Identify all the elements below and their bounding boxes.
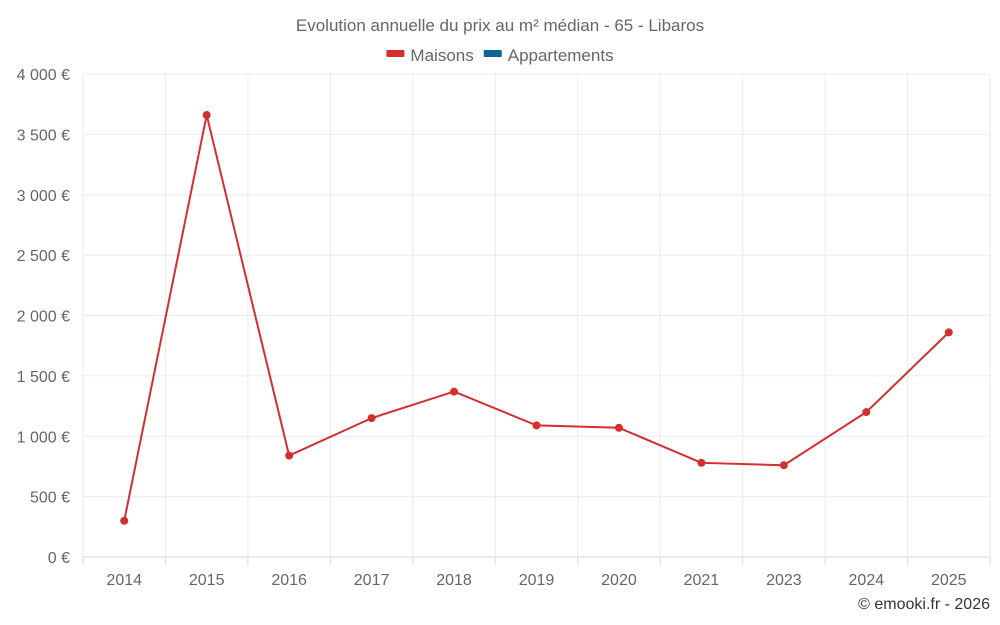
data-point[interactable] bbox=[779, 461, 788, 470]
chart-title: Evolution annuelle du prix au m² médian … bbox=[296, 16, 704, 35]
y-tick-label: 1 500 € bbox=[17, 369, 70, 386]
x-tick-label: 2016 bbox=[271, 572, 307, 589]
x-tick-label: 2020 bbox=[601, 572, 637, 589]
y-tick-label: 3 000 € bbox=[17, 188, 70, 205]
data-point[interactable] bbox=[944, 328, 953, 337]
legend-label: Appartements bbox=[508, 46, 614, 65]
y-tick-label: 1 000 € bbox=[17, 429, 70, 446]
x-tick-label: 2024 bbox=[849, 572, 885, 589]
data-point[interactable] bbox=[697, 458, 706, 467]
x-tick-label: 2014 bbox=[106, 572, 142, 589]
data-point[interactable] bbox=[450, 387, 459, 396]
x-tick-label: 2021 bbox=[684, 572, 720, 589]
data-point[interactable] bbox=[202, 111, 211, 120]
data-point[interactable] bbox=[614, 423, 623, 432]
x-axis: 2014 2015 2016 2017 2018 2019 2020 2021 2023 2024… bbox=[82, 557, 991, 589]
plot-area bbox=[120, 111, 953, 525]
data-point[interactable] bbox=[532, 421, 541, 430]
x-tick-label: 2015 bbox=[189, 572, 225, 589]
legend-swatch bbox=[386, 50, 405, 57]
data-point[interactable] bbox=[862, 408, 871, 417]
x-tick-label: 2023 bbox=[766, 572, 802, 589]
grid bbox=[82, 73, 991, 558]
y-tick-label: 2 500 € bbox=[17, 248, 70, 265]
y-tick-label: 3 500 € bbox=[17, 127, 70, 144]
y-tick-label: 0 € bbox=[48, 550, 70, 567]
x-tick-label: 2025 bbox=[931, 572, 967, 589]
data-point[interactable] bbox=[120, 516, 129, 525]
x-tick-label: 2018 bbox=[436, 572, 472, 589]
legend-item-appartements[interactable]: Appartements bbox=[483, 46, 614, 65]
data-point[interactable] bbox=[367, 414, 376, 423]
data-point[interactable] bbox=[285, 451, 294, 460]
legend-item-maisons[interactable]: Maisons bbox=[386, 46, 474, 65]
y-tick-label: 4 000 € bbox=[17, 67, 70, 84]
credit: © emooki.fr - 2026 bbox=[858, 596, 990, 613]
x-tick-label: 2017 bbox=[354, 572, 390, 589]
y-tick-label: 500 € bbox=[30, 490, 70, 507]
x-tick-label: 2019 bbox=[519, 572, 555, 589]
legend: Maisons Appartements bbox=[386, 46, 614, 65]
y-tick-label: 2 000 € bbox=[17, 309, 70, 326]
legend-label: Maisons bbox=[410, 46, 473, 65]
y-axis: 0 € 500 € 1 000 € 1 500 € 2 000 € 2 500 € 3 00… bbox=[17, 67, 70, 567]
legend-swatch bbox=[483, 50, 502, 57]
